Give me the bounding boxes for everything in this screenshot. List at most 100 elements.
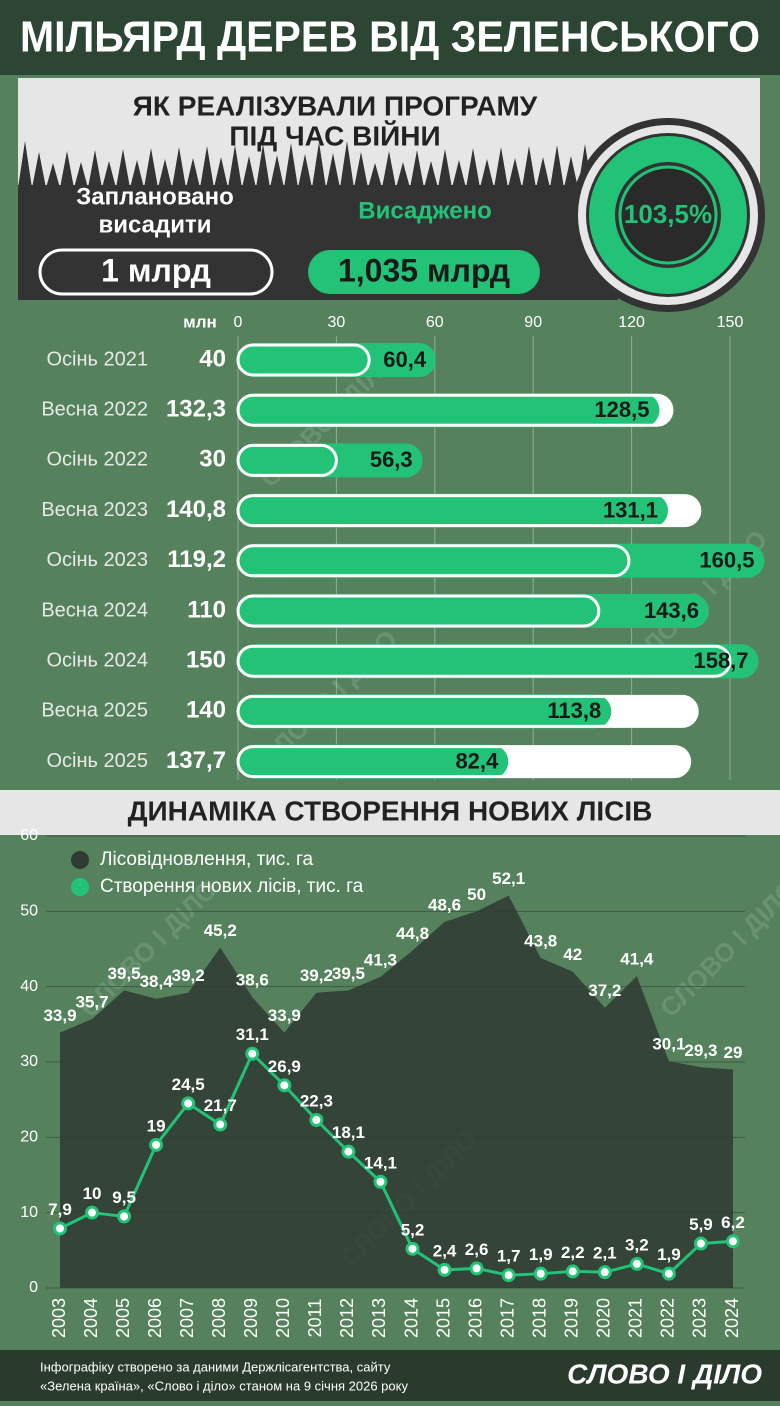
planned-label: 140	[186, 697, 226, 724]
line-point	[213, 1117, 228, 1132]
line-point	[373, 1174, 388, 1189]
category-label: Осінь 2022	[46, 449, 148, 471]
x-tick-label: 30	[328, 314, 346, 331]
planned-outline	[236, 443, 338, 477]
planted-value: 1,035 млрд	[338, 252, 510, 288]
line-point	[437, 1262, 452, 1277]
planted-label: 82,4	[455, 748, 499, 773]
x-tick-label: 2008	[209, 1298, 229, 1338]
planned-outline	[236, 694, 699, 728]
line	[59, 1051, 734, 1277]
x-tick-label: 2013	[369, 1298, 389, 1338]
x-tick-label: 2014	[401, 1298, 421, 1338]
value-label: 52,1	[492, 869, 525, 888]
value-label: 19	[147, 1116, 166, 1135]
line-point	[405, 1241, 420, 1256]
value-label: 29	[724, 1043, 743, 1062]
line-point	[629, 1256, 644, 1271]
planned-outline	[236, 544, 631, 578]
category-label: Весна 2022	[41, 398, 148, 420]
y-tick-label: 40	[20, 978, 38, 995]
y-tick-label: 60	[20, 827, 38, 844]
value-label: 22,3	[300, 1091, 333, 1110]
y-tick-label: 0	[29, 1279, 38, 1296]
line-point	[245, 1046, 260, 1061]
line-point	[277, 1078, 292, 1093]
x-tick-label: 60	[426, 314, 444, 331]
x-tick-label: 2006	[145, 1298, 165, 1338]
x-tick-label: 2020	[594, 1298, 614, 1338]
value-label: 45,2	[204, 921, 237, 940]
value-label: 10	[83, 1184, 102, 1203]
x-tick-label: 2010	[273, 1298, 293, 1338]
planted-label: 128,5	[594, 397, 649, 422]
value-label: 6,2	[721, 1213, 745, 1232]
value-label: 18,1	[332, 1123, 365, 1142]
planned-label: 40	[199, 345, 226, 372]
value-label: 2,1	[593, 1244, 617, 1263]
value-label: 43,8	[524, 932, 557, 951]
value-label: 38,6	[236, 971, 269, 990]
value-label: 7,9	[48, 1200, 72, 1219]
percent-ring	[589, 136, 747, 294]
x-tick-label: 2019	[562, 1298, 582, 1338]
x-tick-label: 90	[524, 314, 542, 331]
line-point	[565, 1264, 580, 1279]
value-label: 2,4	[433, 1241, 457, 1260]
planted-bar	[238, 594, 710, 628]
forest-area	[60, 895, 733, 1288]
value-label: 50	[467, 885, 486, 904]
category-label: Весна 2023	[41, 499, 148, 521]
planned-label: 137,7	[166, 747, 226, 774]
line-point	[469, 1261, 484, 1276]
value-label: 2,6	[465, 1240, 489, 1259]
planned-outline	[236, 343, 371, 377]
unit-label: млн	[183, 312, 217, 331]
planted-bar	[238, 493, 669, 528]
planted-label: 160,5	[699, 548, 754, 573]
value-label: 5,9	[689, 1215, 713, 1234]
planned-pill	[38, 248, 274, 296]
x-tick-label: 2016	[465, 1298, 485, 1338]
planned-value: 1 млрд	[101, 252, 211, 288]
planned-label: 132,3	[166, 396, 226, 423]
x-tick-label: 150	[717, 314, 744, 331]
x-tick-label: 0	[234, 314, 243, 331]
value-label: 5,2	[401, 1220, 425, 1239]
line-point	[661, 1266, 676, 1281]
category-label: Осінь 2024	[46, 649, 148, 671]
value-label: 24,5	[172, 1075, 205, 1094]
x-tick-label: 2003	[49, 1298, 69, 1338]
planted-label: 158,7	[693, 648, 748, 673]
x-tick-label: 2021	[626, 1298, 646, 1338]
value-label: 33,9	[268, 1006, 301, 1025]
line-point	[117, 1209, 132, 1224]
line-point	[181, 1096, 196, 1111]
value-label: 39,5	[332, 964, 365, 983]
page-title: МІЛЬЯРД ДЕРЕВ ВІД ЗЕЛЕНСЬКОГО	[20, 13, 760, 62]
subtitle: ПІД ЧАС ВІЙНИ	[229, 119, 440, 151]
value-label: 14,1	[364, 1153, 397, 1172]
value-label: 26,9	[268, 1057, 301, 1076]
line-point	[693, 1236, 708, 1251]
planted-label: 143,6	[644, 598, 699, 623]
value-label: 44,8	[396, 924, 429, 943]
value-label: 31,1	[236, 1025, 269, 1044]
footer-note: Інфографіку створено за даними Держлісаг…	[40, 1359, 391, 1374]
footer-bar	[0, 1350, 780, 1401]
line-point	[85, 1205, 100, 1220]
value-label: 9,5	[112, 1188, 136, 1207]
value-label: 1,9	[657, 1245, 681, 1264]
tree-silhouette	[18, 141, 634, 188]
planned-label: висадити	[99, 211, 212, 238]
planted-label: 60,4	[383, 347, 427, 372]
y-tick-label: 10	[20, 1204, 38, 1221]
value-label: 35,7	[76, 993, 109, 1012]
x-tick-label: 2004	[81, 1298, 101, 1338]
percent-core	[618, 165, 718, 265]
x-tick-label: 2023	[690, 1298, 710, 1338]
y-tick-label: 20	[20, 1129, 38, 1146]
line-point	[341, 1144, 356, 1159]
